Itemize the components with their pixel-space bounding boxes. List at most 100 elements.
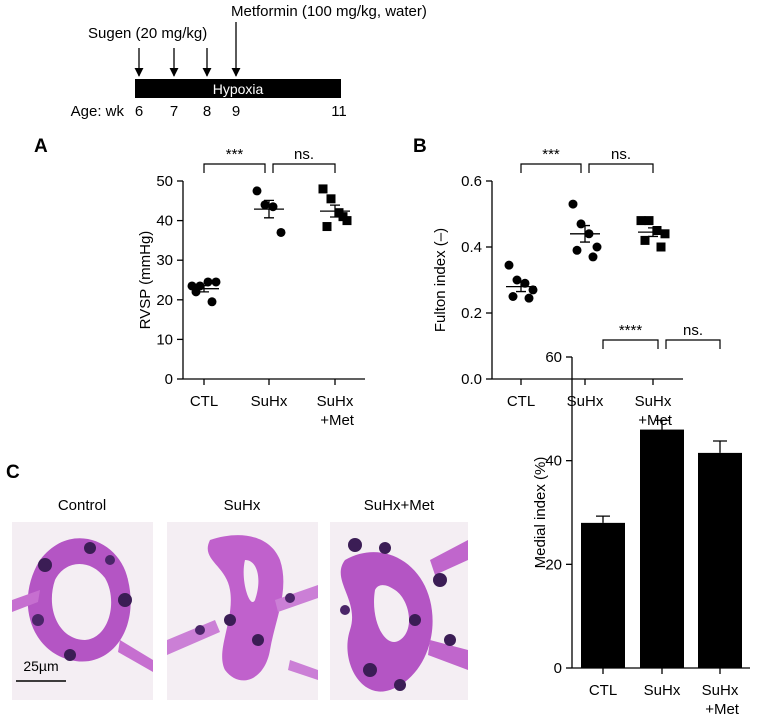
significance-label: ns.: [611, 146, 631, 163]
sugen-label: Sugen (20 mg/kg): [88, 25, 207, 42]
error-bar: [713, 440, 727, 453]
data-point: [588, 252, 598, 262]
y-tick-label: 40: [545, 453, 562, 470]
significance-bracket: [203, 163, 266, 173]
error-bar: [655, 419, 669, 430]
x-tick-label: CTL: [589, 682, 617, 699]
data-point: [322, 222, 332, 232]
data-point: [656, 242, 666, 252]
image-label: SuHx+Met: [364, 497, 435, 514]
y-axis-label: Fulton index (–): [432, 228, 449, 332]
y-tick-label: 0.4: [461, 239, 482, 256]
image-suhx: [167, 522, 318, 700]
week-label: 7: [170, 103, 178, 120]
data-point: [644, 216, 654, 226]
y-tick-label: 20: [545, 556, 562, 573]
x-tick-label: SuHx +Met: [634, 393, 673, 429]
error-bar: [648, 227, 658, 238]
significance-bracket: [272, 163, 336, 173]
image-label: Control: [58, 497, 106, 514]
timeline: 6 7 8 9 11: [134, 22, 347, 120]
significance-label: ***: [542, 146, 560, 163]
data-point: [338, 212, 348, 222]
data-point: [203, 277, 213, 287]
metformin-label: Metformin (100 mg/kg, water): [231, 3, 427, 20]
panel-letter: C: [6, 462, 20, 483]
significance-label: ***: [226, 146, 244, 163]
data-point: [326, 194, 336, 204]
x-tick-label: SuHx: [644, 682, 681, 699]
bar: [581, 522, 625, 668]
data-point: [211, 277, 221, 287]
week-label: 8: [203, 103, 211, 120]
significance-bracket: [588, 163, 654, 173]
x-tick-label: CTL: [190, 393, 218, 410]
error-bar: [330, 204, 340, 218]
significance-label: ns.: [683, 322, 703, 339]
y-tick-label: 0.6: [461, 173, 482, 190]
image-label: SuHx: [224, 497, 261, 514]
bar: [698, 452, 742, 668]
x-tick-label: SuHx: [567, 393, 604, 410]
data-point: [576, 219, 586, 229]
y-tick-label: 20: [156, 292, 173, 309]
y-tick-label: 0.0: [461, 371, 482, 388]
data-point: [636, 216, 646, 226]
week-label: 11: [331, 103, 347, 120]
data-point: [640, 235, 650, 245]
panel-letter: B: [413, 136, 427, 157]
week-label: 6: [135, 103, 143, 120]
y-tick-label: 0: [554, 660, 562, 677]
x-tick-label: SuHx: [251, 393, 288, 410]
y-tick-label: 0: [165, 371, 173, 388]
x-tick-label: SuHx +Met: [316, 393, 355, 429]
data-point: [252, 186, 262, 196]
data-point: [268, 202, 278, 212]
data-point: [592, 242, 602, 252]
data-point: [572, 245, 582, 255]
hypoxia-bar: [135, 79, 341, 98]
significance-bracket: [602, 339, 659, 349]
significance-label: ****: [619, 322, 643, 339]
data-point: [512, 275, 522, 285]
bar: [640, 429, 684, 668]
image-control: [12, 522, 153, 700]
error-bar: [264, 199, 274, 219]
data-point: [524, 293, 534, 303]
x-tick-label: SuHx +Met: [701, 682, 740, 718]
data-point: [191, 287, 201, 297]
image-suhx-met: [330, 522, 468, 700]
y-tick-label: 30: [156, 252, 173, 269]
age-label: Age: wk: [71, 103, 125, 120]
data-point: [504, 260, 514, 270]
data-point: [528, 285, 538, 295]
y-axis-label: Medial index (%): [532, 457, 549, 569]
data-point: [260, 200, 270, 210]
y-axis-label: RVSP (mmHg): [137, 231, 154, 330]
phase-label: Hypoxia: [213, 81, 264, 97]
y-tick-label: 50: [156, 173, 173, 190]
x-tick-label: CTL: [507, 393, 535, 410]
data-point: [508, 292, 518, 301]
significance-bracket: [665, 339, 721, 349]
data-point: [568, 199, 578, 209]
data-point: [660, 229, 670, 239]
data-point: [318, 184, 328, 194]
week-label: 9: [232, 103, 240, 120]
y-tick-label: 60: [545, 349, 562, 366]
y-tick-label: 40: [156, 213, 173, 230]
error-bar: [580, 224, 590, 243]
significance-label: ns.: [294, 146, 314, 163]
histology-images: 25µm Control SuHx SuHx+Met: [12, 497, 468, 700]
panel-letter: A: [34, 136, 48, 157]
y-tick-label: 0.2: [461, 305, 482, 322]
error-bar: [516, 281, 526, 293]
data-point: [652, 226, 662, 235]
significance-bracket: [520, 163, 582, 173]
data-point: [276, 227, 286, 237]
error-bar: [596, 515, 610, 523]
scale-bar-label: 25µm: [23, 658, 58, 674]
data-point: [207, 297, 217, 307]
y-tick-label: 10: [156, 331, 173, 348]
